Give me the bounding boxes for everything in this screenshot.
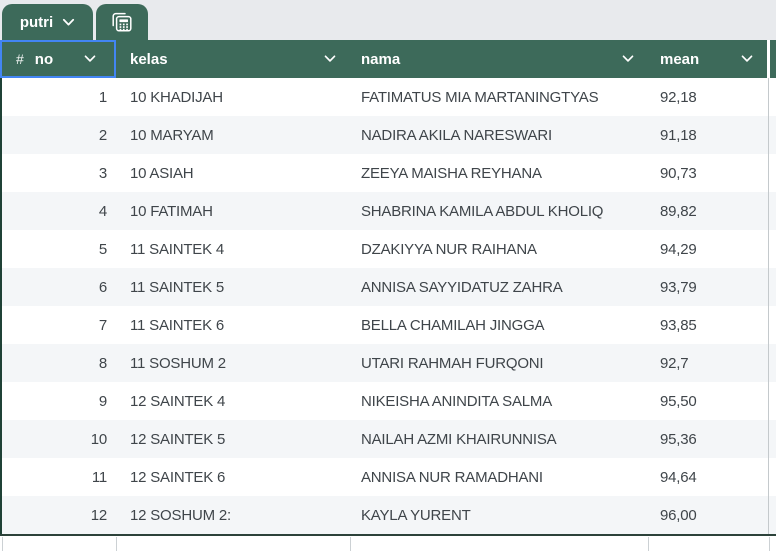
- cell-mean[interactable]: 95,36: [660, 430, 697, 448]
- cell-mean[interactable]: 90,73: [660, 164, 697, 182]
- cell-nama[interactable]: BELLA CHAMILAH JINGGA: [361, 316, 545, 334]
- cell-mean[interactable]: 89,82: [660, 202, 697, 220]
- cell-kelas[interactable]: 12 SAINTEK 5: [130, 430, 226, 448]
- gridline: [350, 537, 351, 551]
- cell-nama[interactable]: NADIRA AKILA NARESWARI: [361, 126, 552, 144]
- table-row: 12 12 SOSHUM 2: KAYLA YURENT 96,00: [0, 496, 776, 534]
- header-cell-no[interactable]: # no: [0, 40, 116, 78]
- header-label-mean: mean: [660, 50, 700, 68]
- cell-mean[interactable]: 91,18: [660, 126, 697, 144]
- table-row: 1 10 KHADIJAH FATIMATUS MIA MARTANINGTYA…: [0, 78, 776, 116]
- cell-kelas[interactable]: 10 MARYAM: [130, 126, 214, 144]
- cell-kelas[interactable]: 11 SAINTEK 5: [130, 278, 225, 296]
- cell-nama[interactable]: UTARI RAHMAH FURQONI: [361, 354, 544, 372]
- header-cell-kelas[interactable]: kelas: [116, 40, 350, 78]
- table-row: 10 12 SAINTEK 5 NAILAH AZMI KHAIRUNNISA …: [0, 420, 776, 458]
- cell-mean[interactable]: 92,7: [660, 354, 689, 372]
- cell-no[interactable]: 7: [98, 316, 107, 334]
- table-left-border: [0, 78, 2, 534]
- cell-no[interactable]: 6: [98, 278, 107, 296]
- cell-no[interactable]: 9: [98, 392, 107, 410]
- cell-nama[interactable]: ZEEYA MAISHA REYHANA: [361, 164, 542, 182]
- cell-no[interactable]: 2: [98, 126, 107, 144]
- header-cell-mean[interactable]: mean: [648, 40, 767, 78]
- header-label-nama: nama: [361, 50, 401, 68]
- cell-mean[interactable]: 92,18: [660, 88, 697, 106]
- table-row: 5 11 SAINTEK 4 DZAKIYYA NUR RAIHANA 94,2…: [0, 230, 776, 268]
- cell-nama[interactable]: DZAKIYYA NUR RAIHANA: [361, 240, 537, 258]
- chevron-down-icon[interactable]: [741, 55, 753, 63]
- row-number-hash: #: [16, 51, 24, 67]
- gridline: [769, 537, 770, 551]
- table-row: 4 10 FATIMAH SHABRINA KAMILA ABDUL KHOLI…: [0, 192, 776, 230]
- cell-nama[interactable]: NIKEISHA ANINDITA SALMA: [361, 392, 553, 410]
- column-gridline: [768, 78, 769, 534]
- table-bottom-border: [0, 534, 776, 536]
- chevron-down-icon[interactable]: [622, 55, 634, 63]
- cell-no[interactable]: 10: [90, 430, 107, 448]
- header-cell-nama[interactable]: nama: [350, 40, 648, 78]
- cell-mean[interactable]: 96,00: [660, 506, 697, 524]
- cell-kelas[interactable]: 10 ASIAH: [130, 164, 194, 182]
- cell-mean[interactable]: 94,64: [660, 468, 697, 486]
- cell-mean[interactable]: 93,79: [660, 278, 697, 296]
- gridline: [2, 537, 3, 551]
- filter-header-row: # no kelas nama mean: [0, 40, 767, 78]
- cell-mean[interactable]: 94,29: [660, 240, 697, 258]
- cell-no[interactable]: 11: [91, 468, 107, 486]
- table-row: 9 12 SAINTEK 4 NIKEISHA ANINDITA SALMA 9…: [0, 382, 776, 420]
- cell-nama[interactable]: KAYLA YURENT: [361, 506, 471, 524]
- empty-row-strip: [0, 536, 776, 551]
- cell-no[interactable]: 4: [98, 202, 107, 220]
- sheet-tab-label: putri: [19, 13, 54, 31]
- gridline: [116, 537, 117, 551]
- calculator-tool-tab[interactable]: [96, 4, 148, 40]
- chevron-down-icon[interactable]: [324, 55, 336, 63]
- gridline: [648, 537, 649, 551]
- cell-no[interactable]: 12: [90, 506, 107, 524]
- cell-kelas[interactable]: 12 SAINTEK 6: [130, 468, 226, 486]
- cell-no[interactable]: 1: [98, 88, 107, 106]
- cell-kelas[interactable]: 10 FATIMAH: [130, 202, 213, 220]
- cell-nama[interactable]: FATIMATUS MIA MARTANINGTYAS: [361, 88, 599, 106]
- table-row: 2 10 MARYAM NADIRA AKILA NARESWARI 91,18: [0, 116, 776, 154]
- cell-nama[interactable]: ANNISA SAYYIDATUZ ZAHRA: [361, 278, 563, 296]
- cell-no[interactable]: 5: [98, 240, 107, 258]
- cell-kelas[interactable]: 11 SAINTEK 4: [130, 240, 225, 258]
- table-row: 7 11 SAINTEK 6 BELLA CHAMILAH JINGGA 93,…: [0, 306, 776, 344]
- next-column-header-sliver: [770, 40, 776, 78]
- cell-nama[interactable]: SHABRINA KAMILA ABDUL KHOLIQ: [361, 202, 604, 220]
- cell-nama[interactable]: NAILAH AZMI KHAIRUNNISA: [361, 430, 557, 448]
- cell-no[interactable]: 3: [98, 164, 107, 182]
- cell-kelas[interactable]: 12 SAINTEK 4: [130, 392, 226, 410]
- chevron-down-icon[interactable]: [84, 55, 96, 63]
- table-row: 11 12 SAINTEK 6 ANNISA NUR RAMADHANI 94,…: [0, 458, 776, 496]
- header-label-no: no: [34, 50, 54, 68]
- table-body: 1 10 KHADIJAH FATIMATUS MIA MARTANINGTYA…: [0, 78, 776, 534]
- cell-mean[interactable]: 95,50: [660, 392, 697, 410]
- table-row: 3 10 ASIAH ZEEYA MAISHA REYHANA 90,73: [0, 154, 776, 192]
- cell-nama[interactable]: ANNISA NUR RAMADHANI: [361, 468, 543, 486]
- calculator-icon: [109, 9, 135, 35]
- cell-mean[interactable]: 93,85: [660, 316, 697, 334]
- cell-kelas[interactable]: 10 KHADIJAH: [130, 88, 223, 106]
- cell-no[interactable]: 8: [98, 354, 107, 372]
- sheet-tab-putri[interactable]: putri: [2, 4, 93, 40]
- cell-kelas[interactable]: 12 SOSHUM 2:: [130, 506, 231, 524]
- header-label-kelas: kelas: [130, 50, 168, 68]
- chevron-down-icon[interactable]: [62, 18, 75, 27]
- cell-kelas[interactable]: 11 SOSHUM 2: [130, 354, 226, 372]
- table-row: 6 11 SAINTEK 5 ANNISA SAYYIDATUZ ZAHRA 9…: [0, 268, 776, 306]
- sheet-tab-bar: putri: [0, 0, 776, 40]
- cell-kelas[interactable]: 11 SAINTEK 6: [130, 316, 225, 334]
- table-row: 8 11 SOSHUM 2 UTARI RAHMAH FURQONI 92,7: [0, 344, 776, 382]
